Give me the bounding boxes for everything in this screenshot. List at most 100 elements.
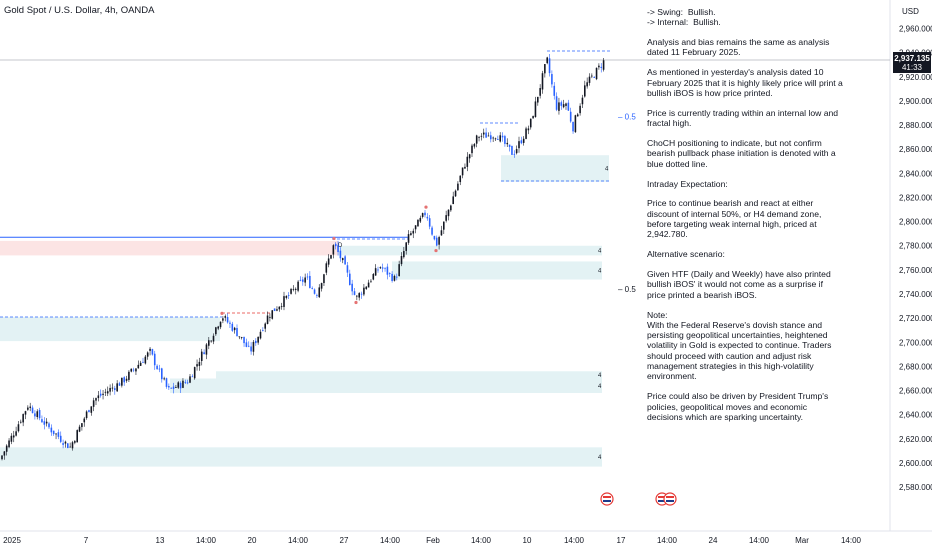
candle-body[interactable]: [111, 387, 114, 389]
candle-body[interactable]: [341, 258, 344, 261]
candle-body[interactable]: [377, 269, 379, 271]
candle-body[interactable]: [593, 77, 595, 78]
candle-body[interactable]: [372, 274, 375, 280]
candle-body[interactable]: [363, 287, 365, 295]
candle-body[interactable]: [365, 286, 368, 290]
candle-body[interactable]: [393, 275, 396, 281]
candle-body[interactable]: [541, 73, 544, 90]
candle-body[interactable]: [78, 426, 81, 432]
candle-body[interactable]: [311, 288, 313, 289]
candle-body[interactable]: [426, 216, 429, 219]
candle-body[interactable]: [186, 382, 189, 384]
candle-body[interactable]: [144, 356, 147, 364]
candle-body[interactable]: [219, 321, 222, 328]
candle-body[interactable]: [76, 430, 78, 443]
candle-body[interactable]: [304, 277, 306, 283]
candle-body[interactable]: [537, 96, 539, 103]
candle-body[interactable]: [62, 443, 64, 445]
candle-body[interactable]: [374, 268, 377, 276]
candle-body[interactable]: [508, 144, 511, 147]
candles-layer[interactable]: [1, 54, 605, 461]
candle-body[interactable]: [172, 386, 175, 389]
candle-body[interactable]: [102, 393, 104, 395]
candle-body[interactable]: [1, 455, 3, 460]
candle-body[interactable]: [97, 395, 100, 399]
candle-body[interactable]: [45, 421, 48, 424]
candle-body[interactable]: [64, 441, 67, 444]
candle-body[interactable]: [586, 82, 588, 87]
candle-body[interactable]: [316, 294, 318, 296]
candle-body[interactable]: [602, 60, 605, 70]
candle-body[interactable]: [85, 411, 88, 419]
candle-body[interactable]: [106, 391, 109, 394]
candle-body[interactable]: [269, 316, 271, 318]
candle-body[interactable]: [313, 289, 316, 294]
candle-body[interactable]: [398, 264, 400, 277]
candle-body[interactable]: [38, 410, 41, 419]
candle-body[interactable]: [142, 361, 144, 363]
candle-body[interactable]: [412, 230, 415, 234]
candle-body[interactable]: [471, 145, 473, 154]
candle-body[interactable]: [240, 337, 243, 338]
candle-body[interactable]: [567, 102, 570, 111]
candle-body[interactable]: [257, 336, 259, 343]
candle-body[interactable]: [57, 432, 60, 437]
candle-body[interactable]: [421, 213, 424, 217]
candle-body[interactable]: [130, 368, 133, 372]
candle-body[interactable]: [581, 97, 584, 105]
candle-body[interactable]: [522, 138, 525, 143]
candle-body[interactable]: [121, 377, 123, 386]
candle-body[interactable]: [520, 140, 523, 144]
candle-body[interactable]: [250, 346, 252, 352]
candle-body[interactable]: [591, 75, 593, 77]
candle-body[interactable]: [544, 64, 546, 74]
candle-body[interactable]: [428, 218, 431, 227]
candle-body[interactable]: [104, 391, 107, 393]
candle-body[interactable]: [497, 138, 499, 140]
candle-body[interactable]: [379, 267, 382, 269]
candle-body[interactable]: [349, 273, 351, 285]
candle-body[interactable]: [20, 421, 22, 423]
candle-body[interactable]: [494, 138, 497, 140]
candle-body[interactable]: [351, 283, 353, 292]
candle-body[interactable]: [231, 323, 234, 331]
candle-body[interactable]: [224, 316, 227, 318]
candle-body[interactable]: [179, 382, 182, 389]
candle-body[interactable]: [278, 306, 281, 310]
candle-body[interactable]: [367, 282, 370, 288]
candle-body[interactable]: [405, 242, 407, 251]
candle-body[interactable]: [67, 443, 69, 449]
candle-body[interactable]: [203, 352, 205, 355]
candle-body[interactable]: [123, 377, 125, 383]
candle-body[interactable]: [478, 137, 480, 138]
candle-body[interactable]: [381, 267, 384, 269]
candle-body[interactable]: [499, 135, 501, 142]
candle-body[interactable]: [529, 118, 532, 128]
candle-body[interactable]: [431, 227, 433, 235]
candle-body[interactable]: [276, 309, 278, 311]
candle-body[interactable]: [424, 212, 426, 216]
candle-body[interactable]: [410, 233, 412, 235]
candle-body[interactable]: [247, 345, 250, 347]
candle-body[interactable]: [161, 368, 163, 380]
symbol-title[interactable]: Gold Spot / U.S. Dollar, 4h, OANDA: [4, 5, 155, 16]
candle-body[interactable]: [212, 335, 215, 342]
candle-body[interactable]: [475, 135, 478, 144]
candle-body[interactable]: [245, 342, 248, 347]
candle-body[interactable]: [485, 132, 487, 138]
candle-body[interactable]: [34, 413, 36, 417]
candle-body[interactable]: [262, 330, 264, 331]
candle-body[interactable]: [175, 387, 177, 388]
candle-body[interactable]: [41, 419, 43, 423]
candle-body[interactable]: [548, 58, 551, 74]
candle-body[interactable]: [435, 237, 438, 246]
candle-body[interactable]: [31, 407, 34, 414]
candle-body[interactable]: [558, 102, 560, 111]
candle-body[interactable]: [137, 364, 140, 369]
candle-body[interactable]: [116, 383, 118, 392]
event-icons[interactable]: [600, 492, 677, 506]
candle-body[interactable]: [525, 128, 527, 139]
candle-body[interactable]: [384, 267, 386, 269]
candle-body[interactable]: [595, 67, 598, 80]
candle-body[interactable]: [334, 243, 337, 247]
